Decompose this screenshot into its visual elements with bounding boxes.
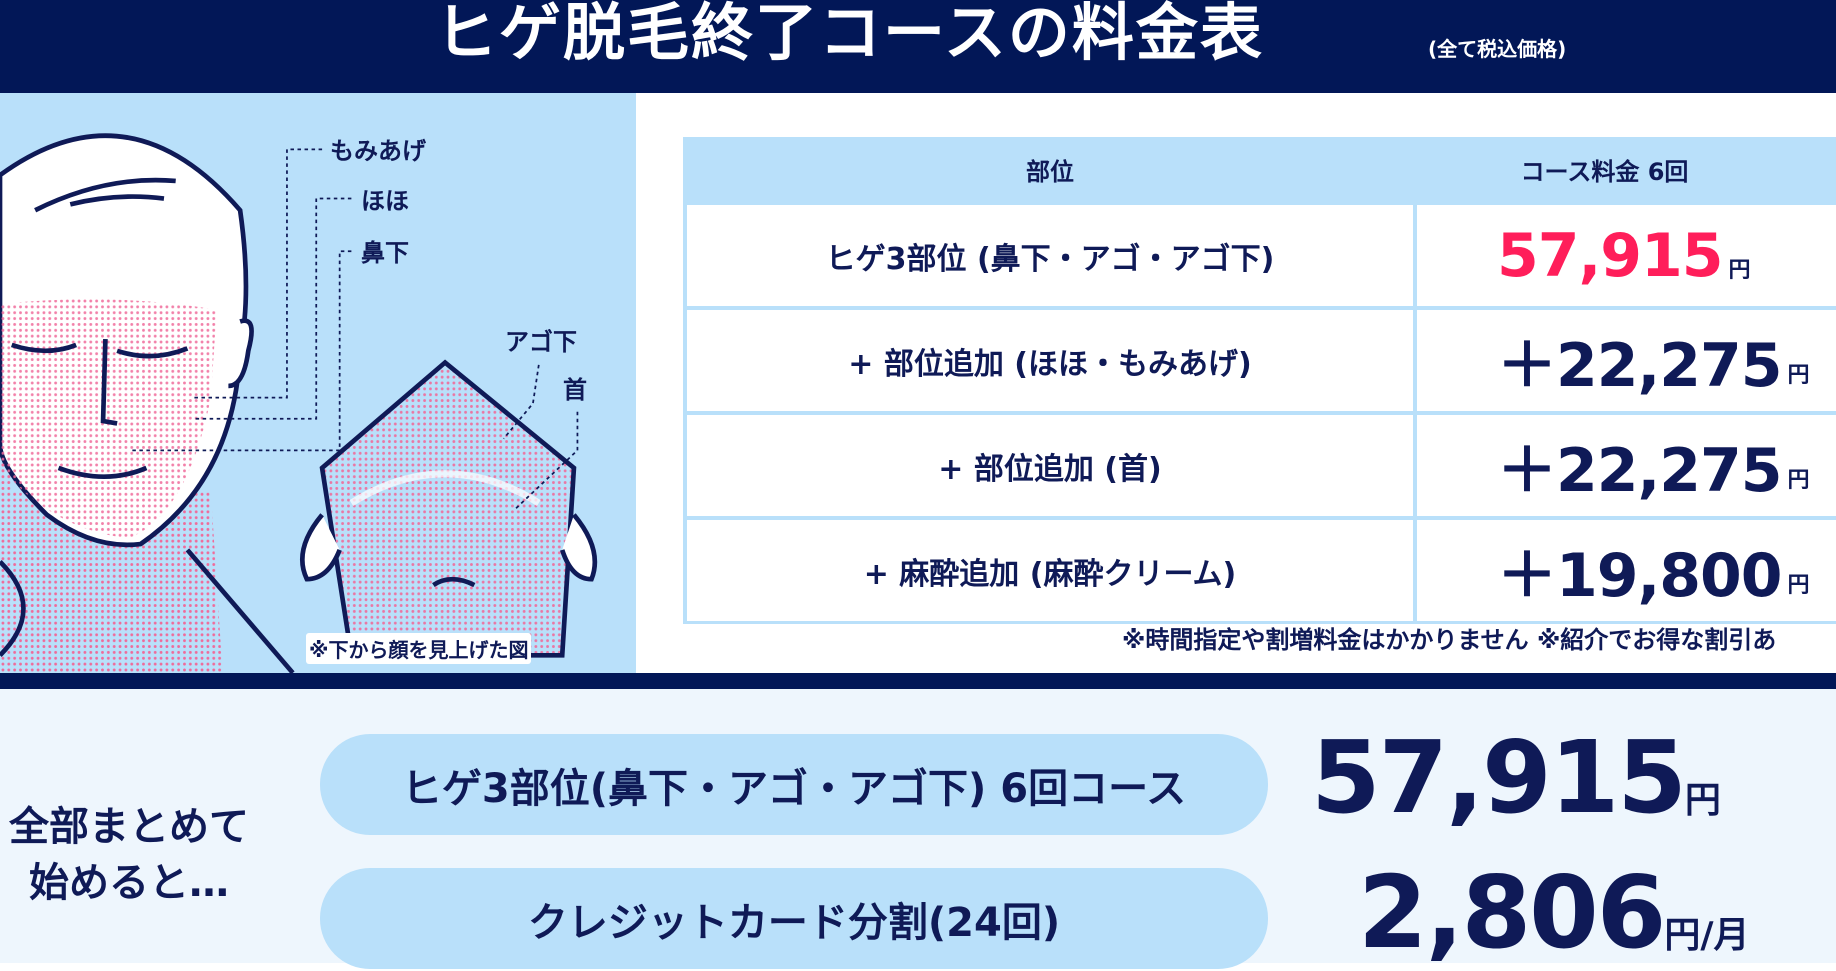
yen-unit: 円 xyxy=(1728,257,1751,283)
beard-dots xyxy=(0,299,217,539)
yen-unit: 円 xyxy=(1787,467,1810,493)
closed-eyes xyxy=(10,342,189,359)
summary-pill-installment: クレジットカード分割(24回) xyxy=(320,868,1268,969)
course-price: 57,915 xyxy=(1311,719,1687,836)
neck-dots xyxy=(0,292,223,673)
face-illustration: もみあげ ほほ 鼻下 アゴ下 首 ※下から顔を見上げた図 xyxy=(0,93,636,673)
label-neck: 首 xyxy=(563,376,587,404)
summary-lead-text: 全部まとめて 始めると… xyxy=(9,804,249,906)
header-part: 部位 xyxy=(1026,157,1074,186)
summary-price-installment: 2,806円/月 xyxy=(1358,854,1749,971)
underside-head xyxy=(319,359,577,658)
part-cell: ヒゲ3部位 (鼻下・アゴ・アゴ下) xyxy=(687,205,1413,306)
yen-unit: 円 xyxy=(1787,572,1810,598)
price-value: ＋22,275 xyxy=(1497,331,1783,401)
table-row: + 部位追加 (ほほ・もみあげ) ＋22,275 円 xyxy=(687,310,1836,411)
label-cheek: ほほ xyxy=(361,187,409,215)
label-upper-lip: 鼻下 xyxy=(361,239,409,267)
table-row: + 部位追加 (首) ＋22,275 円 xyxy=(687,415,1836,516)
price-cell: ＋19,800 円 xyxy=(1417,520,1836,621)
course-unit: 円 xyxy=(1684,780,1721,821)
price-value: ＋19,800 xyxy=(1497,541,1783,611)
price-value: ＋22,275 xyxy=(1497,436,1783,506)
tax-note: (全て税込価格) xyxy=(1428,37,1567,61)
summary-section: 全部まとめて 始めると… ヒゲ3部位(鼻下・アゴ・アゴ下) 6回コース 57,9… xyxy=(0,689,1836,971)
table-header: 部位 コース料金 6回 xyxy=(687,137,1836,201)
part-cell: + 麻酔追加 (麻酔クリーム) xyxy=(687,520,1413,621)
summary-pill-course: ヒゲ3部位(鼻下・アゴ・アゴ下) 6回コース xyxy=(320,734,1268,835)
summary-lead: 全部まとめて 始めると… xyxy=(0,799,258,911)
table-row: + 麻酔追加 (麻酔クリーム) ＋19,800 円 xyxy=(687,520,1836,621)
installment-price: 2,806 xyxy=(1358,854,1666,971)
summary-price-course: 57,915円 xyxy=(1311,719,1721,836)
title-bar: ヒゲ脱毛終了コースの料金表 (全て税込価格) xyxy=(0,0,1836,93)
table-note: ※時間指定や割増料金はかかりません ※紹介でお得な割引あ xyxy=(1122,626,1777,654)
yen-unit: 円 xyxy=(1787,362,1810,388)
part-cell: + 部位追加 (首) xyxy=(687,415,1413,516)
header-price: コース料金 6回 xyxy=(1520,157,1689,186)
price-cell: 57,915 円 xyxy=(1417,205,1836,306)
label-sideburns: もみあげ xyxy=(330,137,426,165)
label-under-chin: アゴ下 xyxy=(505,328,577,356)
table-row: ヒゲ3部位 (鼻下・アゴ・アゴ下) 57,915 円 xyxy=(687,205,1836,306)
price-cell: ＋22,275 円 xyxy=(1417,415,1836,516)
part-cell: + 部位追加 (ほほ・もみあげ) xyxy=(687,310,1413,411)
illustration-caption: ※下から顔を見上げた図 xyxy=(306,633,532,664)
installment-unit: 円/月 xyxy=(1664,915,1750,956)
page-title: ヒゲ脱毛終了コースの料金表 xyxy=(435,0,1264,69)
leader-lines xyxy=(128,148,579,510)
divider-band xyxy=(0,673,1836,689)
face-drawing xyxy=(0,133,598,673)
price-table: 部位 コース料金 6回 ヒゲ3部位 (鼻下・アゴ・アゴ下) 57,915 円 + 部… xyxy=(683,137,1836,624)
price-value: 57,915 xyxy=(1497,220,1724,291)
price-cell: ＋22,275 円 xyxy=(1417,310,1836,411)
